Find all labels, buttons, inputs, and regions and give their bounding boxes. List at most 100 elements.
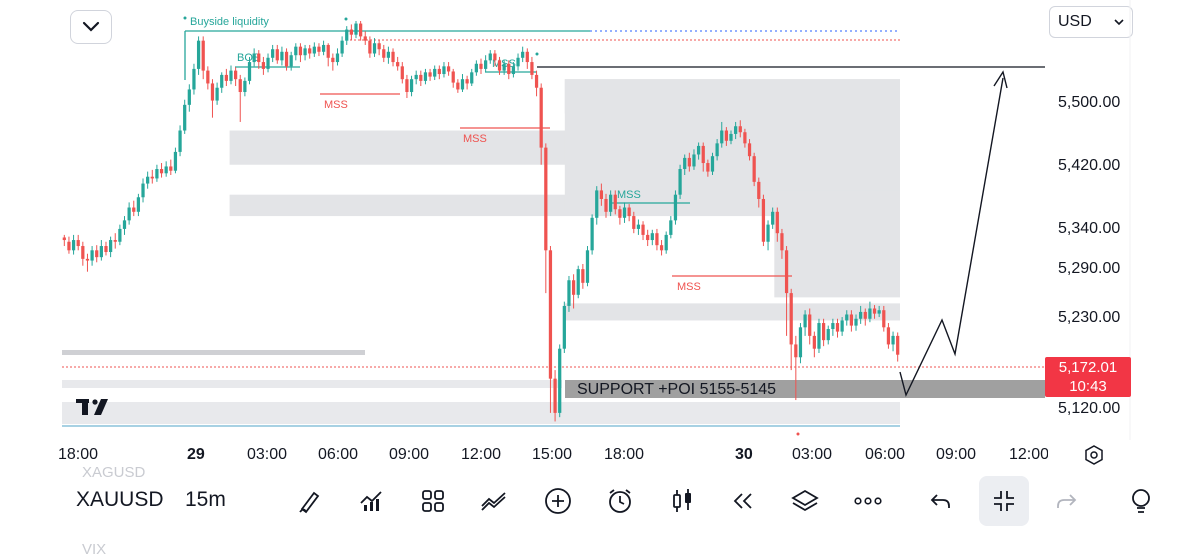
candle: [409, 75, 414, 97]
candle: [817, 318, 821, 353]
candle: [863, 308, 867, 326]
candles-icon: [673, 489, 691, 512]
add-button[interactable]: [536, 482, 580, 520]
layout-button[interactable]: [411, 482, 455, 520]
indicators-icon: [360, 491, 382, 511]
candle: [460, 74, 465, 93]
candle: [581, 264, 585, 289]
candle: [363, 31, 367, 45]
candle: [113, 233, 117, 249]
price-label: 5,120.00: [1058, 400, 1121, 417]
support-zone: [565, 380, 1045, 398]
current-price-tag: 5,172.01 10:43: [1045, 357, 1131, 397]
candle: [321, 40, 326, 56]
candle: [886, 323, 891, 349]
symbol-prev[interactable]: XAGUSD: [82, 464, 146, 481]
candle: [308, 44, 312, 59]
currency-select[interactable]: USD: [1049, 6, 1133, 38]
brush-tool-button[interactable]: [288, 482, 332, 520]
candle: [349, 24, 353, 40]
candle: [877, 305, 881, 318]
candle: [132, 200, 136, 217]
replay-icon: [733, 493, 752, 509]
ideas-button[interactable]: [1122, 482, 1152, 520]
candle: [613, 190, 617, 215]
time-label: 12:00: [1009, 446, 1048, 463]
candle: [104, 241, 108, 256]
candle: [854, 314, 858, 331]
candle: [414, 70, 418, 85]
candle: [632, 211, 636, 234]
candle: [470, 68, 474, 87]
candle: [595, 186, 599, 225]
candle: [497, 56, 502, 75]
candle: [423, 68, 428, 85]
candle: [882, 305, 886, 332]
indicators-button[interactable]: [349, 482, 393, 520]
candle: [868, 301, 872, 323]
more-button[interactable]: [846, 482, 890, 520]
time-label: 12:00: [461, 446, 502, 463]
candle: [826, 325, 830, 345]
candle: [687, 152, 691, 172]
candle: [377, 39, 381, 56]
axis-settings-button[interactable]: [1083, 444, 1105, 471]
compare-button[interactable]: [472, 482, 516, 520]
candle: [90, 246, 94, 266]
candle: [734, 121, 738, 140]
candle: [752, 152, 756, 187]
candle: [108, 236, 113, 258]
candle: [534, 70, 539, 97]
candle: [284, 48, 289, 71]
candle: [275, 44, 279, 64]
candle: [391, 48, 395, 67]
replay-button[interactable]: [721, 482, 765, 520]
candle: [715, 139, 719, 161]
candle: [784, 246, 789, 336]
candle: [622, 202, 627, 223]
more-icon: [854, 497, 882, 505]
candle: [803, 310, 807, 336]
alert-button[interactable]: [598, 482, 642, 520]
candle: [210, 79, 215, 118]
candle: [136, 193, 141, 217]
time-label: 09:00: [389, 446, 430, 463]
candle: [294, 43, 298, 61]
layers-button[interactable]: [783, 482, 827, 520]
fvg-zone: [749, 175, 900, 191]
chart-type-button[interactable]: [661, 482, 705, 520]
candle: [446, 62, 451, 76]
candle: [331, 53, 335, 71]
candle: [636, 219, 641, 235]
candle: [215, 82, 219, 105]
candle: [280, 46, 284, 66]
candle: [150, 169, 154, 184]
redo-button[interactable]: [1044, 482, 1088, 520]
collapse-chart-button[interactable]: [70, 10, 112, 44]
undo-button[interactable]: [919, 482, 963, 520]
compare-icon: [481, 492, 506, 511]
candle: [127, 202, 131, 225]
price-chart[interactable]: Buyside liquidity BOS MSS MSS MSS MSS MS…: [0, 0, 1200, 470]
candle: [252, 48, 256, 67]
symbol-name[interactable]: XAUUSD: [76, 488, 164, 511]
add-icon: [545, 488, 571, 514]
candle: [386, 46, 391, 64]
candle: [99, 240, 103, 261]
candle: [840, 317, 844, 336]
candle: [530, 56, 534, 80]
candle: [562, 301, 566, 353]
candle: [738, 120, 742, 138]
undo-icon: [930, 494, 950, 508]
candle: [159, 163, 164, 178]
candle: [692, 149, 696, 170]
candle: [743, 128, 747, 148]
timeframe-button[interactable]: 15m: [185, 488, 226, 511]
candle: [67, 236, 71, 254]
candle: [326, 43, 330, 67]
symbol-next[interactable]: VIX: [82, 541, 107, 558]
candle: [558, 344, 562, 418]
candle: [335, 48, 340, 66]
candle: [312, 42, 316, 57]
collapse-button[interactable]: [979, 476, 1029, 526]
